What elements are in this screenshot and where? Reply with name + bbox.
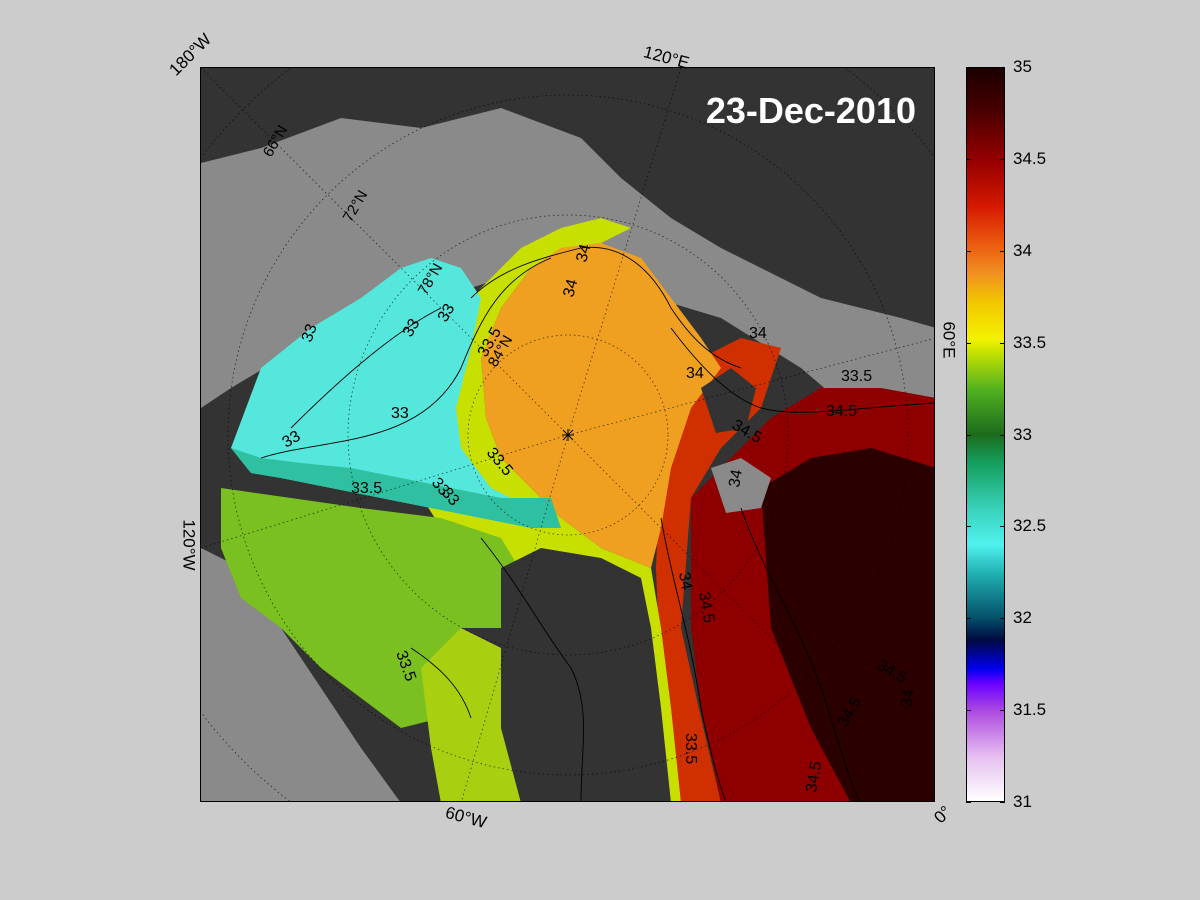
colorbar-tick-mark xyxy=(1000,158,1005,160)
colorbar-tick-label: 35 xyxy=(1013,57,1032,76)
colorbar-tick-mark xyxy=(966,158,971,160)
salinity-map: 66°N 72°N 78°N 84°N 33 33 33 33 33 33 33… xyxy=(200,67,935,802)
contour-label: 34 xyxy=(675,571,695,592)
contour-label: 34 xyxy=(573,242,594,264)
colorbar-tick-mark xyxy=(966,526,971,528)
masked-ocean-region xyxy=(201,108,934,487)
colorbar-tick-mark xyxy=(1000,710,1005,712)
contour-label: 33 xyxy=(280,428,304,452)
colorbar-tick-mark xyxy=(1000,526,1005,528)
eurasian-basin-region xyxy=(481,243,721,568)
canada-basin-region xyxy=(231,258,561,528)
lon-label-60e: 60°E xyxy=(939,321,959,359)
lon-label-60w: 60°W xyxy=(443,802,489,833)
graticule xyxy=(201,68,934,801)
lon-label-0: 0° xyxy=(930,802,956,828)
contour-label: 33 xyxy=(400,316,424,340)
colorbar-tick-mark xyxy=(966,434,971,436)
colorbar-tick-mark xyxy=(1000,342,1005,344)
colorbar-tick-label: 34.5 xyxy=(1013,148,1047,168)
colorbar-tick-label: 32 xyxy=(1013,608,1032,628)
colorbar-tick-mark xyxy=(1000,802,1005,803)
masked-ocean-region-west xyxy=(201,188,271,338)
colorbar-tick-label: 31 xyxy=(1013,792,1032,811)
svalbard-landmass xyxy=(701,368,756,433)
canada-basin-margin xyxy=(231,448,561,528)
contour-label: 34.5 xyxy=(826,403,857,420)
contour-label: 33 xyxy=(299,322,321,345)
contour-label: 34 xyxy=(726,468,746,489)
colorbar-tick-mark xyxy=(966,618,971,620)
contour-label: 34.5 xyxy=(695,591,717,625)
colorbar-tick-mark xyxy=(966,710,971,712)
contour-value-labels: 33 33 33 33 33 33 33 33.5 33.5 33.5 33.5… xyxy=(280,242,919,793)
colorbar-tick-label: 33.5 xyxy=(1013,332,1047,352)
colorbar-tick-mark xyxy=(966,67,971,68)
colorbar-tick-label: 33 xyxy=(1013,424,1032,444)
colorbar-tick-label: 32.5 xyxy=(1013,516,1047,536)
canadian-archipelago-channels xyxy=(221,488,531,728)
salinity-contours xyxy=(260,246,934,801)
contour-label: 34 xyxy=(898,688,918,709)
colorbar-tick-label: 34 xyxy=(1013,240,1032,260)
colorbar-tick-mark xyxy=(966,802,971,803)
atlantic-core-region xyxy=(761,448,934,801)
franz-josef-landmass xyxy=(711,458,771,513)
colorbar-tick-mark xyxy=(966,250,971,252)
contour-label: 33.5 xyxy=(351,480,382,497)
colorbar-tick-mark xyxy=(1000,618,1005,620)
colorbar-tick-mark xyxy=(1000,67,1005,68)
masked-ocean-region-southwest xyxy=(201,548,400,801)
colorbar-tick-mark xyxy=(966,342,971,344)
atlantic-red-margin xyxy=(656,338,781,801)
lon-label-120w: 120°W xyxy=(179,519,199,571)
contour-label: 34 xyxy=(560,277,581,299)
colorbar-tick-label: 31.5 xyxy=(1013,700,1047,720)
contour-label: 33 xyxy=(435,301,459,325)
contour-label: 33 xyxy=(391,405,409,422)
contour-label: 34 xyxy=(749,325,767,342)
date-label: 23-Dec-2010 xyxy=(705,90,916,131)
colorbar-tick-mark xyxy=(1000,434,1005,436)
greenland-landmass xyxy=(501,548,671,801)
colorbar-tick-mark xyxy=(1000,250,1005,252)
baffin-bay-region xyxy=(421,628,521,801)
contour-label: 34 xyxy=(686,365,704,382)
contour-label: 33.5 xyxy=(682,733,699,764)
contour-label: 33.5 xyxy=(841,368,872,385)
map-canvas: 66°N 72°N 78°N 84°N 33 33 33 33 33 33 33… xyxy=(201,68,934,801)
north-pole-marker xyxy=(562,429,574,441)
contour-label: 34.5 xyxy=(803,760,825,794)
